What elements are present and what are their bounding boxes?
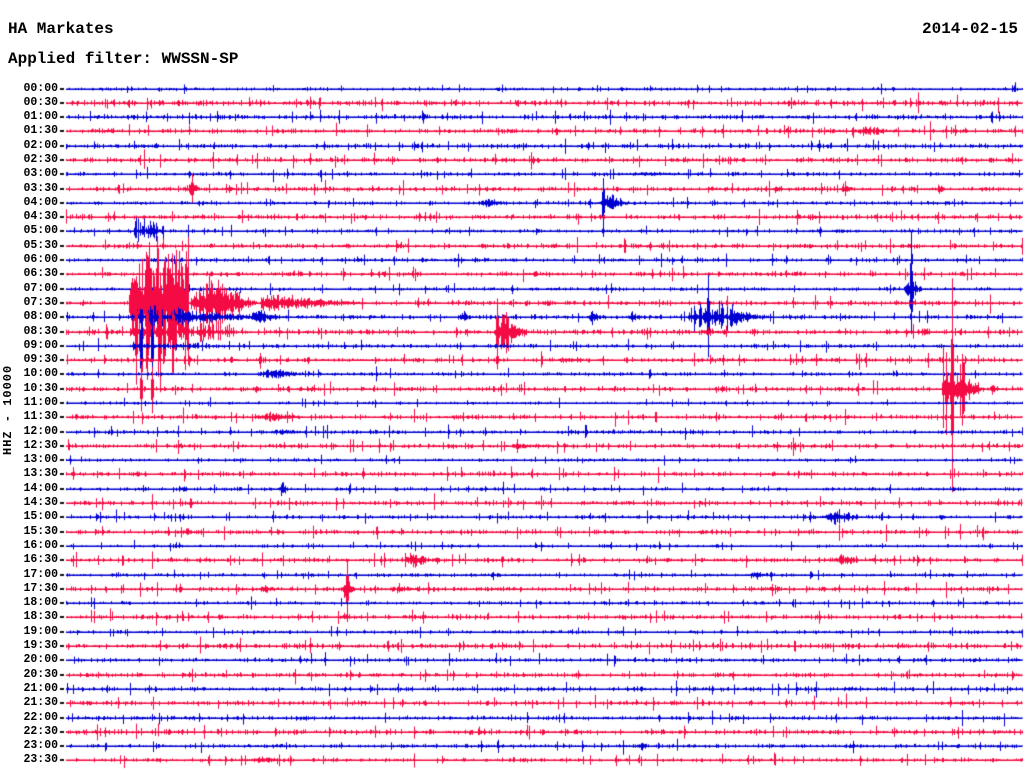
helicorder-plot (0, 0, 1024, 780)
